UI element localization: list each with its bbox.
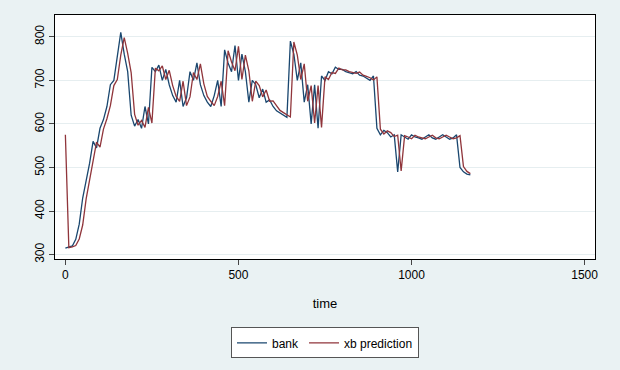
- svg-text:time: time: [313, 296, 338, 311]
- svg-text:xb prediction: xb prediction: [344, 337, 412, 351]
- svg-text:500: 500: [33, 155, 47, 175]
- svg-text:500: 500: [228, 268, 248, 282]
- svg-text:300: 300: [33, 243, 47, 263]
- svg-text:800: 800: [33, 25, 47, 45]
- svg-text:bank: bank: [272, 337, 299, 351]
- svg-text:1000: 1000: [398, 268, 425, 282]
- svg-text:700: 700: [33, 68, 47, 88]
- svg-text:1500: 1500: [571, 268, 598, 282]
- svg-text:400: 400: [33, 199, 47, 219]
- svg-text:0: 0: [62, 268, 69, 282]
- svg-text:600: 600: [33, 112, 47, 132]
